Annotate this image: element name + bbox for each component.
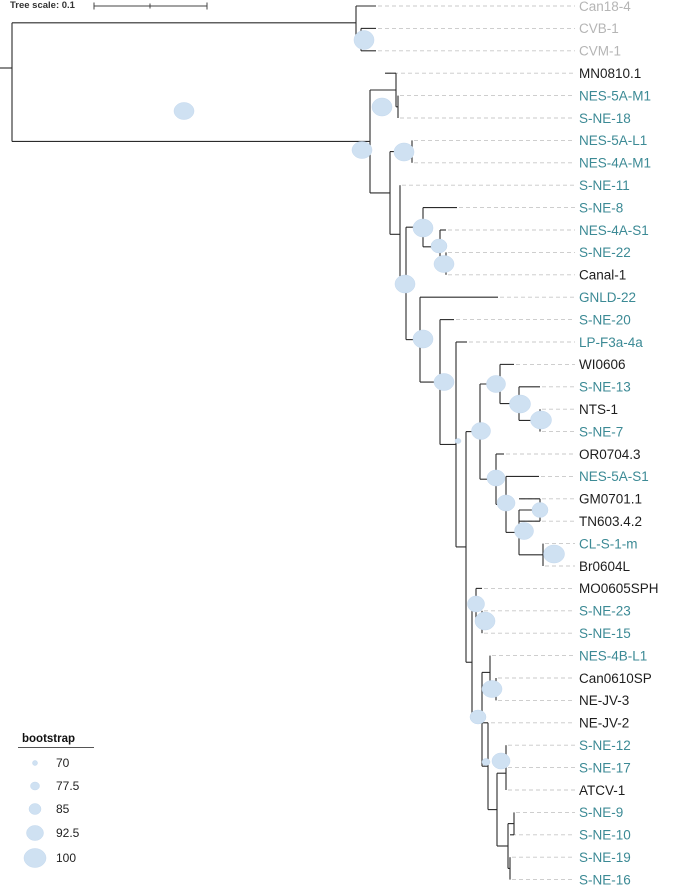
bootstrap-marker: [481, 758, 491, 766]
tip-label: LP-F3a-4a: [579, 335, 643, 350]
tip-label: ATCV-1: [579, 783, 625, 798]
tip-label: NES-5A-M1: [579, 88, 651, 103]
legend-item-77-5: 77.5: [30, 779, 80, 793]
bootstrap-marker: [543, 544, 565, 564]
bootstrap-marker: [393, 142, 415, 162]
tip-label: NES-5A-L1: [579, 133, 647, 148]
tip-label: S-NE-10: [579, 828, 631, 843]
bootstrap-marker: [412, 329, 434, 349]
bootstrap-marker: [471, 422, 491, 440]
tip-label: MN0810.1: [579, 66, 641, 81]
tip-label: Canal-1: [579, 268, 626, 283]
bootstrap-marker: [433, 373, 455, 391]
bootstrap-marker: [486, 375, 506, 393]
bootstrap-marker: [394, 274, 416, 294]
tip-label: Br0604L: [579, 559, 631, 574]
tip-label: S-NE-22: [579, 245, 631, 260]
legend-label: 92.5: [56, 826, 80, 840]
bootstrap-markers: [173, 30, 565, 770]
bootstrap-marker: [496, 494, 516, 512]
bootstrap-marker: [353, 30, 375, 50]
legend-title: bootstrap: [18, 733, 94, 748]
legend-item-100: 100: [23, 848, 76, 868]
legend-items: 70 77.5 85 92.5 100: [23, 756, 80, 868]
bootstrap-marker: [433, 255, 455, 273]
tip-label: CVB-1: [579, 21, 619, 36]
bootstrap-marker: [481, 680, 503, 698]
legend-label: 85: [56, 802, 70, 816]
bootstrap-marker: [430, 238, 448, 254]
tip-label: Can18-4: [579, 0, 631, 14]
bootstrap-marker: [514, 522, 534, 540]
bootstrap-marker: [454, 438, 462, 444]
bootstrap-marker: [469, 709, 487, 725]
tree-scale-label: Tree scale: 0.1: [10, 0, 76, 11]
legend-label: 100: [56, 851, 76, 865]
legend-item-92-5: 92.5: [26, 825, 80, 841]
tip-label: MO0605SPH: [579, 581, 659, 596]
bootstrap-marker: [173, 102, 195, 120]
bootstrap-marker: [486, 469, 506, 487]
legend-label: 70: [56, 756, 70, 770]
tip-label: CL-S-1-m: [579, 536, 638, 551]
tip-label: S-NE-7: [579, 424, 623, 439]
legend-item-70: 70: [32, 756, 70, 770]
legend-label: 77.5: [56, 779, 80, 793]
tip-label: NTS-1: [579, 402, 618, 417]
tip-label: S-NE-8: [579, 200, 623, 215]
bootstrap-marker: [467, 595, 485, 613]
tip-label: WI0606: [579, 357, 626, 372]
bootstrap-marker: [530, 410, 552, 430]
tip-label: NES-4B-L1: [579, 648, 647, 663]
bootstrap-marker: [371, 97, 393, 117]
tip-label: NES-4A-M1: [579, 156, 651, 171]
tip-label: OR0704.3: [579, 447, 641, 462]
tip-label: NE-JV-2: [579, 716, 629, 731]
leader-lines: [378, 5, 575, 881]
tip-label: S-NE-12: [579, 738, 631, 753]
tip-label: GM0701.1: [579, 492, 642, 507]
bootstrap-marker: [474, 611, 496, 631]
tip-label: S-NE-9: [579, 805, 623, 820]
bootstrap-marker: [509, 394, 531, 414]
bootstrap-marker: [351, 141, 373, 159]
tree-scale-bar: Tree scale: 0.1: [10, 0, 208, 11]
tip-label: S-NE-23: [579, 604, 631, 619]
tip-label: NES-4A-S1: [579, 223, 649, 238]
tip-label: NE-JV-3: [579, 693, 629, 708]
tip-label: S-NE-20: [579, 312, 631, 327]
bootstrap-legend: bootstrap 70 77.5 85 92.5 100: [18, 733, 98, 878]
bootstrap-marker: [491, 752, 511, 770]
tip-label: S-NE-13: [579, 380, 631, 395]
bootstrap-marker: [412, 218, 434, 238]
tip-label: S-NE-16: [579, 872, 631, 887]
tip-label: S-NE-18: [579, 111, 631, 126]
tip-label: CVM-1: [579, 44, 621, 59]
legend-item-85: 85: [28, 802, 70, 816]
tip-label: TN603.4.2: [579, 514, 642, 529]
tip-label: NES-5A-S1: [579, 469, 649, 484]
tip-labels: Can18-4 CVB-1 CVM-1 MN0810.1 NES-5A-M1 S-NE-1…: [579, 0, 659, 887]
tip-label: S-NE-15: [579, 626, 631, 641]
tip-label: S-NE-17: [579, 760, 631, 775]
tip-label: S-NE-19: [579, 850, 631, 865]
bootstrap-marker: [531, 502, 549, 518]
tip-label: GNLD-22: [579, 290, 636, 305]
tip-label: Can0610SP: [579, 671, 652, 686]
tip-label: S-NE-11: [579, 178, 630, 193]
